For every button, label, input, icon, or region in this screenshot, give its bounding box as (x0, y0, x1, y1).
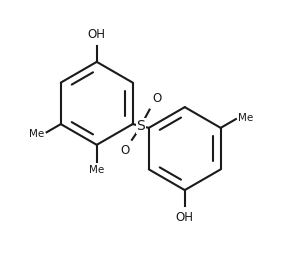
Text: Me: Me (89, 165, 104, 175)
Text: O: O (152, 92, 161, 105)
Text: S: S (136, 119, 145, 133)
Text: OH: OH (176, 211, 194, 224)
Text: Me: Me (29, 128, 44, 139)
Text: Me: Me (239, 113, 254, 123)
Text: OH: OH (88, 28, 106, 41)
Text: O: O (120, 144, 130, 157)
